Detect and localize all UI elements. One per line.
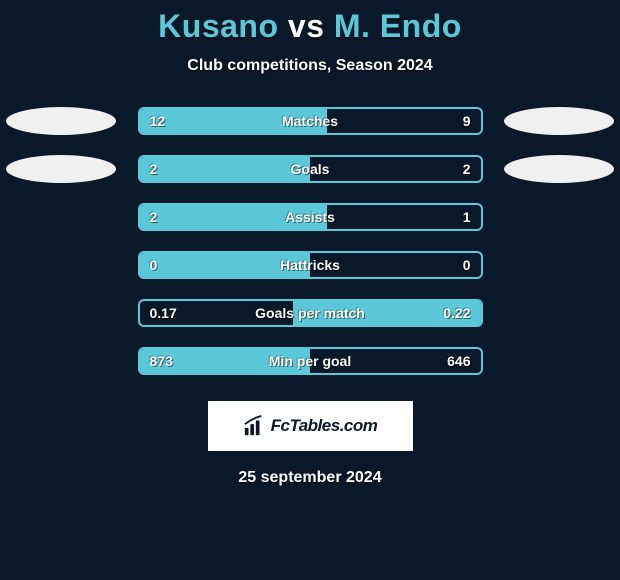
stat-value-left: 0: [150, 257, 158, 273]
stat-label: Goals: [291, 161, 330, 177]
stat-value-left: 12: [150, 113, 166, 129]
stats-area: 12 Matches 9 2 Goals 2 2 Assists: [0, 107, 620, 395]
stat-row: 12 Matches 9: [0, 107, 620, 135]
stat-value-right: 0: [463, 257, 471, 273]
player1-name: Kusano: [158, 8, 278, 44]
stat-row: 2 Assists 1: [0, 203, 620, 231]
date-label: 25 september 2024: [238, 469, 381, 487]
stat-value-left: 873: [150, 353, 173, 369]
stat-label: Goals per match: [255, 305, 365, 321]
stat-bar-min-per-goal: 873 Min per goal 646: [138, 347, 483, 375]
logo-text: FcTables.com: [271, 416, 378, 436]
stat-label: Min per goal: [269, 353, 351, 369]
stat-row: 0.17 Goals per match 0.22: [0, 299, 620, 327]
stat-row: 873 Min per goal 646: [0, 347, 620, 375]
stat-value-left: 2: [150, 161, 158, 177]
chart-icon: [243, 415, 265, 437]
page-title: Kusano vs M. Endo: [158, 8, 462, 45]
player2-name: M. Endo: [334, 8, 462, 44]
stat-bar-goals: 2 Goals 2: [138, 155, 483, 183]
stat-label: Matches: [282, 113, 338, 129]
stat-value-left: 2: [150, 209, 158, 225]
stat-value-right: 0.22: [443, 305, 470, 321]
stat-value-left: 0.17: [150, 305, 177, 321]
stat-bar-hattricks: 0 Hattricks 0: [138, 251, 483, 279]
source-logo: FcTables.com: [208, 401, 413, 451]
stat-bar-assists: 2 Assists 1: [138, 203, 483, 231]
player2-image-placeholder: [504, 107, 614, 135]
stat-value-right: 9: [463, 113, 471, 129]
subtitle: Club competitions, Season 2024: [187, 57, 432, 75]
stat-value-right: 646: [447, 353, 470, 369]
stat-fill-left: [140, 157, 311, 181]
player1-image-placeholder: [6, 155, 116, 183]
vs-separator: vs: [288, 8, 325, 44]
player2-image-placeholder: [504, 155, 614, 183]
stat-label: Hattricks: [280, 257, 340, 273]
stat-bar-goals-per-match: 0.17 Goals per match 0.22: [138, 299, 483, 327]
stat-value-right: 1: [463, 209, 471, 225]
stat-row: 2 Goals 2: [0, 155, 620, 183]
stat-label: Assists: [285, 209, 335, 225]
player1-image-placeholder: [6, 107, 116, 135]
stat-bar-matches: 12 Matches 9: [138, 107, 483, 135]
comparison-infographic: Kusano vs M. Endo Club competitions, Sea…: [0, 0, 620, 580]
stat-row: 0 Hattricks 0: [0, 251, 620, 279]
stat-value-right: 2: [463, 161, 471, 177]
